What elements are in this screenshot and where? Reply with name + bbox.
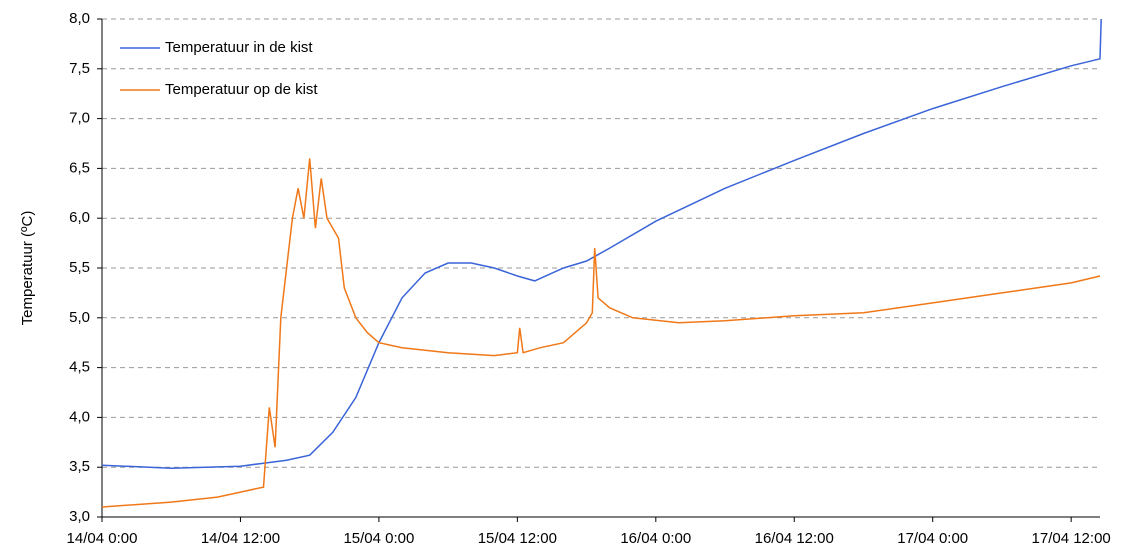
y-tick-label: 8,0 <box>69 10 90 27</box>
y-tick-label: 5,5 <box>69 259 90 276</box>
y-tick-label: 7,0 <box>69 110 90 127</box>
y-tick-label: 6,5 <box>69 159 90 176</box>
y-tick-label: 6,0 <box>69 209 90 226</box>
y-tick-label: 4,5 <box>69 359 90 376</box>
line <box>101 158 1101 508</box>
y-tick-label: 7,5 <box>69 60 90 77</box>
x-tick-label: 17/04 12:00 <box>1032 530 1111 547</box>
x-tick-label: 17/04 0:00 <box>897 530 968 547</box>
y-axis-label: Temperatuur (ºC) <box>19 211 36 326</box>
x-tick-label: 14/04 12:00 <box>201 530 280 547</box>
y-tick-label: 4,0 <box>69 408 90 425</box>
x-tick-label: 16/04 12:00 <box>755 530 834 547</box>
x-tick-label: 14/04 0:00 <box>67 530 138 547</box>
x-tick-label: 15/04 0:00 <box>343 530 414 547</box>
legend-label: Temperatuur in de kist <box>165 39 313 56</box>
line <box>101 18 1102 469</box>
y-tick-label: 3,0 <box>69 508 90 525</box>
x-tick-label: 16/04 0:00 <box>620 530 691 547</box>
x-tick-label: 15/04 12:00 <box>478 530 557 547</box>
y-tick-label: 5,0 <box>69 309 90 326</box>
y-tick-label: 3,5 <box>69 458 90 475</box>
legend-label: Temperatuur op de kist <box>165 81 318 98</box>
